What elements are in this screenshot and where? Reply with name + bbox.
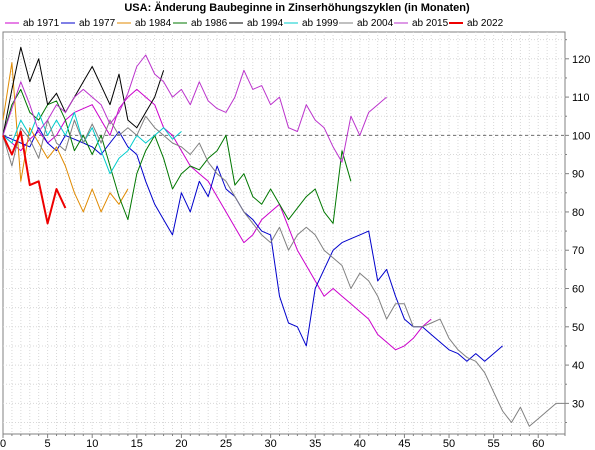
- series-line-ab-1986: [2, 88, 352, 224]
- x-tick-label: 20: [175, 438, 187, 450]
- y-tick-label: 50: [572, 322, 584, 334]
- series-line-ab-2022: [2, 130, 67, 225]
- y-tick-label: 40: [572, 360, 584, 372]
- legend-label: ab 1971: [23, 18, 60, 29]
- legend: ab 1971 ab 1977 ab 1984 ab 1986 ab 1994 ab 19…: [5, 18, 504, 29]
- plot-frame: [2, 31, 566, 435]
- x-tick-label: 55: [488, 438, 500, 450]
- legend-item: ab 2004: [339, 18, 394, 29]
- legend-item: ab 1999: [284, 18, 339, 29]
- legend-item: ab 1986: [173, 18, 228, 29]
- x-tick-label: 15: [131, 438, 143, 450]
- legend-item: ab 1994: [229, 18, 284, 29]
- legend-label: ab 2022: [467, 18, 504, 29]
- series-line-ab-1984: [2, 62, 129, 213]
- chart-title: USA: Änderung Baubeginne in Zinserhöhung…: [124, 1, 470, 14]
- legend-item: ab 1971: [5, 18, 60, 29]
- y-tick-label: 100: [572, 130, 590, 142]
- x-tick-label: 50: [443, 438, 455, 450]
- x-axis: 0 5 10 15 20 25 30 35 40 45 50 55 60: [0, 434, 566, 450]
- x-tick-label: 5: [45, 438, 51, 450]
- legend-label: ab 1994: [247, 18, 284, 29]
- y-tick-label: 30: [572, 398, 584, 410]
- legend-item: ab 2015: [394, 18, 449, 29]
- legend-label: ab 1984: [135, 18, 172, 29]
- y-axis: 30 40 50 60 70 80 90 100 110 120: [565, 39, 590, 424]
- x-tick-label: 10: [86, 438, 98, 450]
- x-tick-label: 60: [532, 438, 544, 450]
- legend-item: ab 1984: [117, 18, 172, 29]
- y-tick-label: 70: [572, 245, 584, 257]
- x-tick-label: 30: [264, 438, 276, 450]
- y-tick-label: 110: [572, 92, 590, 104]
- x-tick-label: 40: [354, 438, 366, 450]
- series-line-ab-2015: [2, 54, 387, 163]
- legend-label: ab 1999: [302, 18, 339, 29]
- series-line-ab-1999: [2, 111, 182, 175]
- series-line-ab-1994: [2, 46, 165, 136]
- legend-item: ab 2022: [449, 18, 504, 29]
- series-line-ab-2004: [2, 115, 565, 427]
- y-tick-label: 80: [572, 207, 584, 219]
- series-group: [2, 46, 565, 427]
- x-tick-label: 35: [309, 438, 321, 450]
- y-tick-label: 90: [572, 169, 584, 181]
- legend-label: ab 2004: [357, 18, 394, 29]
- y-tick-label: 120: [572, 54, 590, 66]
- legend-label: ab 1977: [79, 18, 116, 29]
- x-tick-label: 45: [398, 438, 410, 450]
- grid: [3, 32, 565, 434]
- x-tick-label: 25: [220, 438, 232, 450]
- legend-label: ab 1986: [191, 18, 228, 29]
- x-tick-label: 0: [0, 438, 6, 450]
- legend-label: ab 2015: [412, 18, 449, 29]
- legend-item: ab 1977: [61, 18, 116, 29]
- y-tick-label: 60: [572, 284, 584, 296]
